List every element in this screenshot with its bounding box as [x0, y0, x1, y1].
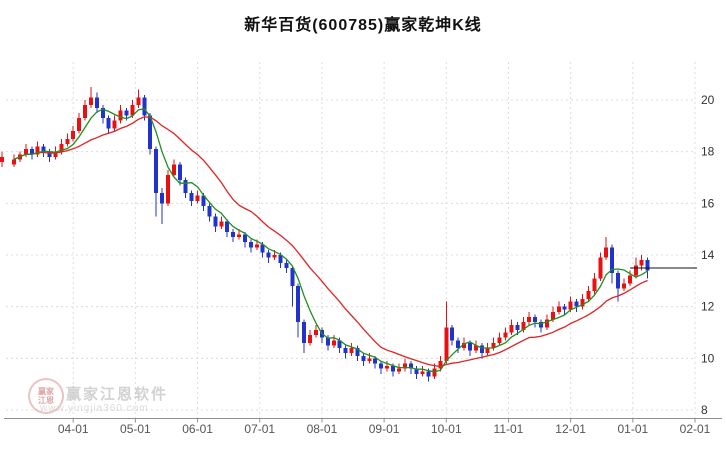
- grid-layer: [6, 62, 696, 418]
- chart-title: 新华百货(600785)赢家乾坤K线: [244, 17, 482, 34]
- y-axis-label: 8: [701, 403, 708, 417]
- axis-layer: [4, 418, 722, 423]
- x-axis-label: 08-01: [307, 422, 338, 436]
- moving-average-layer: [13, 108, 648, 373]
- watermark-brand: 赢家江恩软件: [66, 386, 169, 403]
- y-axis-label: 16: [701, 196, 715, 210]
- y-axis-label: 20: [701, 93, 715, 107]
- x-axis-label: 07-01: [244, 422, 275, 436]
- x-axis-label: 10-01: [431, 422, 462, 436]
- y-axis-label: 18: [701, 145, 715, 159]
- candles-layer: [0, 87, 650, 382]
- ma-fast-line: [13, 108, 648, 373]
- y-axis-label: 12: [701, 300, 715, 314]
- watermark-logo: 赢家 江恩: [28, 378, 64, 414]
- x-axis-label: 02-01: [680, 422, 711, 436]
- watermark-url: www.yingjia360.com: [40, 403, 149, 414]
- y-axis-label: 14: [701, 248, 715, 262]
- x-axis-label: 12-01: [555, 422, 586, 436]
- x-axis-label: 06-01: [182, 422, 213, 436]
- axis-labels: 8 10 12 14 16 18 20 04-01 05-01 06-01 07-01 08-01 09…: [58, 93, 715, 436]
- x-axis-label: 05-01: [120, 422, 151, 436]
- watermark-logo-text: 赢家 江恩: [38, 386, 54, 405]
- x-axis-label: 09-01: [369, 422, 400, 436]
- y-axis-label: 10: [701, 351, 715, 365]
- x-axis-label: 01-01: [617, 422, 648, 436]
- ma-slow-line: [13, 116, 648, 368]
- watermark: 赢家 江恩 赢家江恩软件 www.yingjia360.com: [26, 376, 246, 426]
- x-axis-label: 11-01: [494, 422, 524, 436]
- x-axis-label: 04-01: [58, 422, 89, 436]
